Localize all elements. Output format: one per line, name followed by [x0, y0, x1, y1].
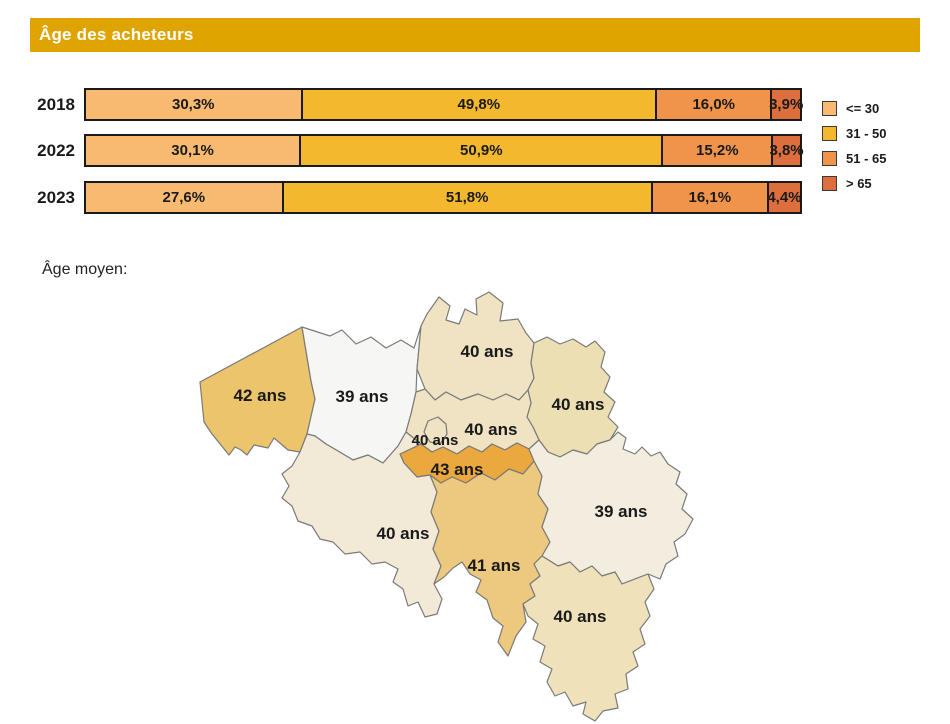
- map-region-label-west-flanders: 42 ans: [234, 386, 287, 405]
- belgium-average-age-map: 42 ans 39 ans 40 ans 40 ans 40 ans 40 ans 43 a…: [199, 291, 694, 722]
- bar-segment-value-label: 16,0%: [692, 96, 736, 113]
- bar-segment-2: 50,9%: [301, 136, 664, 165]
- bar-segment-4: 4,4%: [767, 183, 802, 212]
- average-age-caption: Âge moyen:: [42, 261, 128, 278]
- stacked-bar: 27,6% 51,8% 16,1% 4,4%: [84, 181, 802, 214]
- legend-label: <= 30: [846, 101, 880, 116]
- legend-label: 31 - 50: [846, 126, 887, 141]
- bar-segment-3: 16,0%: [657, 90, 773, 119]
- bar-segment-2: 49,8%: [302, 90, 658, 119]
- section-header-banner: Âge des acheteurs: [30, 18, 920, 52]
- map-region-label-walloon-brabant: 43 ans: [431, 460, 484, 479]
- map-region-namur: [429, 460, 551, 657]
- legend-color-swatch: [822, 101, 837, 116]
- bar-segment-1: 30,1%: [86, 136, 302, 165]
- legend-color-swatch: [822, 151, 837, 166]
- legend-item: <= 30: [822, 101, 886, 116]
- map-region-brussels: [423, 416, 448, 445]
- bar-segment-value-label: 51,8%: [445, 189, 489, 206]
- bar-row-2023: 2023 27,6% 51,8% 16,1% 4,4%: [0, 181, 802, 214]
- bar-segment-4: 3,9%: [769, 90, 804, 119]
- bar-segment-value-label: 30,3%: [171, 96, 215, 113]
- map-region-label-limburg: 40 ans: [552, 395, 605, 414]
- bar-segment-2: 51,8%: [283, 183, 653, 212]
- bar-segment-3: 16,1%: [652, 183, 769, 212]
- bar-segment-value-label: 50,9%: [460, 142, 503, 159]
- map-region-label-east-flanders: 39 ans: [336, 387, 389, 406]
- bar-row-2022: 2022 30,1% 50,9% 15,2% 3,8%: [0, 134, 804, 167]
- legend-item: 31 - 50: [822, 126, 886, 141]
- bar-segment-value-label: 16,1%: [688, 189, 732, 206]
- map-region-label-liege: 39 ans: [595, 502, 648, 521]
- bar-segment-value-label: 15,2%: [696, 142, 739, 159]
- bar-row-2018: 2018 30,3% 49,8% 16,0% 3,9%: [0, 88, 804, 121]
- map-region-label-antwerp: 40 ans: [461, 342, 514, 361]
- bar-segment-value-label: 27,6%: [162, 189, 206, 206]
- map-region-liege: [528, 431, 694, 585]
- map-region-label-brussels: 40 ans: [412, 432, 459, 449]
- bar-category-label: 2023: [37, 187, 75, 207]
- stacked-bar: 30,3% 49,8% 16,0% 3,9%: [84, 88, 804, 121]
- bar-segment-3: 15,2%: [663, 136, 774, 165]
- legend-label: 51 - 65: [846, 151, 887, 166]
- bar-category-label: 2018: [37, 94, 75, 114]
- legend-item: 51 - 65: [822, 151, 886, 166]
- section-title: Âge des acheteurs: [39, 25, 194, 44]
- bar-segment-1: 27,6%: [86, 183, 284, 212]
- bar-segment-value-label: 3,8%: [769, 142, 804, 159]
- map-region-label-flemish-brabant: 40 ans: [465, 420, 518, 439]
- map-region-hainaut: [281, 431, 443, 618]
- legend-item: > 65: [822, 176, 886, 191]
- map-region-label-namur: 41 ans: [468, 556, 521, 575]
- map-region-luxembourg: [522, 555, 655, 722]
- legend-color-swatch: [822, 176, 837, 191]
- legend-color-swatch: [822, 126, 837, 141]
- bar-segment-value-label: 30,1%: [171, 142, 214, 159]
- bar-segment-value-label: 3,9%: [769, 96, 804, 113]
- bar-segment-value-label: 49,8%: [457, 96, 501, 113]
- bar-category-label: 2022: [37, 140, 75, 160]
- bar-segment-value-label: 4,4%: [767, 189, 802, 206]
- legend-label: > 65: [846, 176, 872, 191]
- stacked-bar: 30,1% 50,9% 15,2% 3,8%: [84, 134, 804, 167]
- chart-legend: <= 30 31 - 50 51 - 65 > 65: [822, 101, 886, 191]
- bar-segment-1: 30,3%: [86, 90, 303, 119]
- map-region-label-luxembourg: 40 ans: [554, 607, 607, 626]
- map-region-label-hainaut: 40 ans: [377, 524, 430, 543]
- bar-segment-4: 3,8%: [769, 136, 804, 165]
